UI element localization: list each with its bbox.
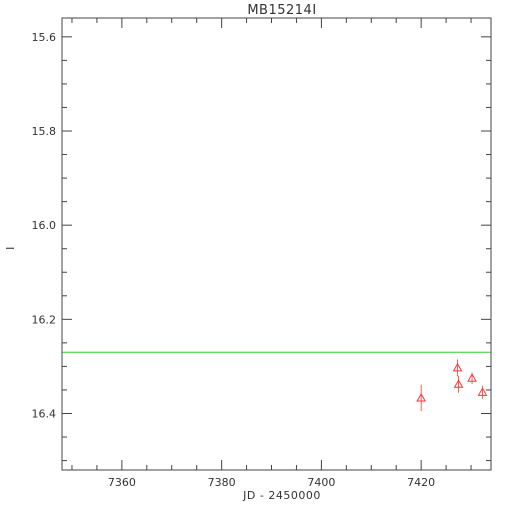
data-points-layer [416,359,488,412]
x-tick-label: 7380 [208,476,236,489]
y-tick-label: 16.4 [32,408,57,421]
y-tick-label: 16.2 [32,313,57,326]
x-tick-label: 7360 [108,476,136,489]
data-point-triangle [452,362,463,372]
data-point-triangle [477,387,488,396]
data-point-triangle [416,392,427,402]
axes-layer: 7360 7380 7400 7420 15.6 15.8 16.0 16.2 16.4 [32,18,491,489]
y-tick-label: 16.0 [32,219,57,232]
x-tick-label: 7400 [307,476,335,489]
y-tick-label: 15.8 [32,125,57,138]
plot-frame [61,17,492,471]
data-point-triangle [467,373,477,382]
x-tick-label: 7420 [407,476,435,489]
y-tick-label: 15.6 [32,31,57,44]
chart-title: MB15214I [247,3,316,18]
x-axis-label: JD - 2450000 [242,489,321,502]
y-axis-label: I [4,246,17,250]
data-point-triangle [453,379,464,388]
